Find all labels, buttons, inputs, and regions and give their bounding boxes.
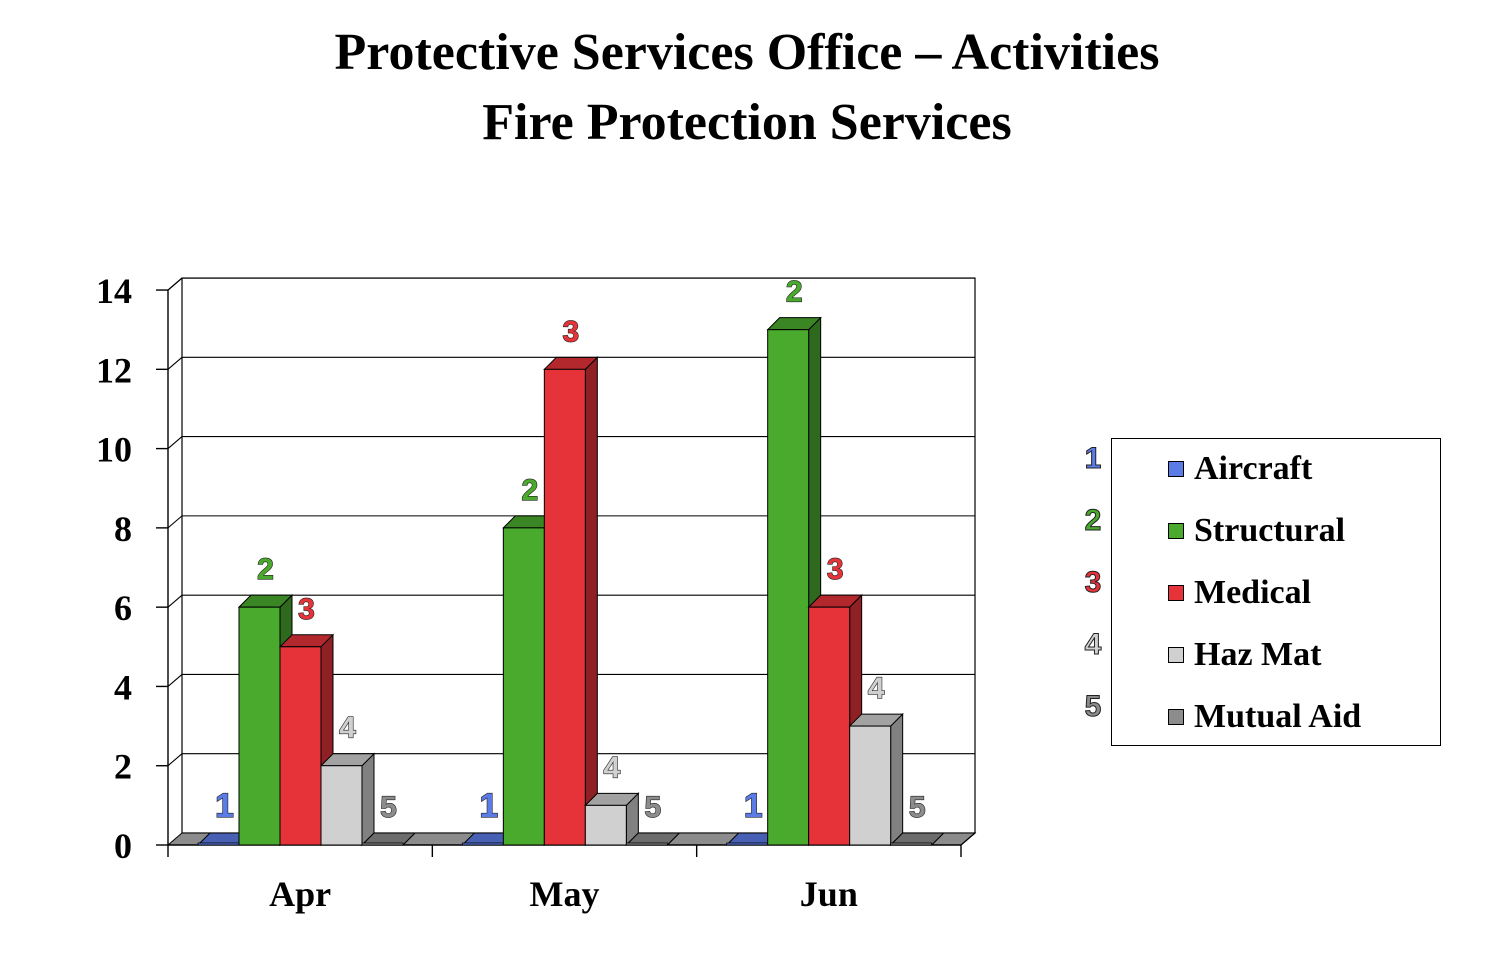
y-tick-label: 12 (96, 350, 132, 390)
gridline-side (167, 436, 183, 450)
bar (849, 725, 892, 846)
y-tick-label: 10 (96, 430, 132, 470)
y-tick-label: 6 (114, 588, 132, 628)
gridline-side (167, 753, 183, 767)
bar (890, 842, 933, 846)
data-label: 4 (603, 751, 620, 784)
gridline-side (167, 277, 183, 291)
x-tick-label: Jun (800, 874, 858, 914)
legend-number: 4 (1084, 628, 1102, 662)
bar-side (361, 752, 375, 847)
data-label: 2 (257, 553, 274, 586)
y-tick-label: 8 (114, 509, 132, 549)
data-label: 5 (380, 791, 397, 824)
legend-swatch (1168, 647, 1184, 663)
bar (502, 527, 545, 846)
gridline-side (167, 356, 183, 370)
gridline-side (167, 594, 183, 608)
data-label: 1 (215, 787, 234, 825)
legend-swatch (1168, 461, 1184, 477)
legend-number: 3 (1084, 566, 1102, 600)
bar (361, 842, 404, 846)
legend-label: Structural (1194, 512, 1346, 549)
data-label: 3 (562, 315, 579, 348)
bar (584, 804, 627, 846)
x-tick-label: Apr (269, 874, 331, 914)
legend-number: 5 (1084, 690, 1102, 724)
data-label: 3 (298, 593, 315, 626)
y-tick-label: 0 (114, 826, 132, 866)
data-label: 1 (479, 787, 498, 825)
legend-swatch (1168, 709, 1184, 725)
chart-legend: Aircraft Structural Medical Haz Mat Mutual A… (1111, 438, 1441, 746)
data-label: 4 (868, 672, 885, 705)
gridline-side (167, 515, 183, 529)
legend-item: Mutual Aid (1168, 697, 1361, 737)
bar (238, 606, 281, 846)
legend-swatch (1168, 523, 1184, 539)
bar (767, 329, 810, 846)
legend-item: Haz Mat (1168, 635, 1321, 675)
chart-subtitle: Fire Protection Services (482, 94, 1012, 151)
legend-label: Medical (1194, 574, 1312, 611)
bar-side (584, 356, 598, 847)
chart-title: Protective Services Office – Activities (334, 24, 1160, 81)
gridline-side (167, 674, 183, 687)
bar (320, 765, 363, 846)
bar (808, 606, 851, 846)
legend-swatch (1168, 585, 1184, 601)
bar (625, 842, 668, 846)
bar (279, 646, 322, 846)
y-tick-label: 14 (96, 271, 132, 311)
legend-number: 2 (1084, 504, 1102, 538)
x-tick-label: May (530, 874, 600, 914)
data-label: 4 (339, 712, 356, 745)
bar (197, 842, 240, 846)
bar (726, 842, 769, 846)
legend-label: Mutual Aid (1194, 698, 1362, 735)
bar (461, 842, 504, 846)
legend-item: Structural (1168, 511, 1345, 551)
bar (543, 368, 586, 846)
legend-item: Medical (1168, 573, 1311, 613)
legend-item: Aircraft (1168, 449, 1312, 489)
data-label: 5 (644, 791, 661, 824)
legend-number: 1 (1084, 442, 1102, 476)
floor-right-edge (960, 832, 976, 846)
data-label: 3 (827, 553, 844, 586)
data-label: 2 (521, 474, 538, 507)
y-tick-label: 4 (114, 667, 132, 707)
data-label: 1 (744, 787, 763, 825)
data-label: 5 (909, 791, 926, 824)
data-label: 2 (786, 276, 803, 309)
bar-side (890, 712, 904, 847)
legend-label: Haz Mat (1194, 636, 1322, 673)
y-tick-label: 2 (114, 747, 132, 787)
legend-label: Aircraft (1194, 450, 1313, 487)
